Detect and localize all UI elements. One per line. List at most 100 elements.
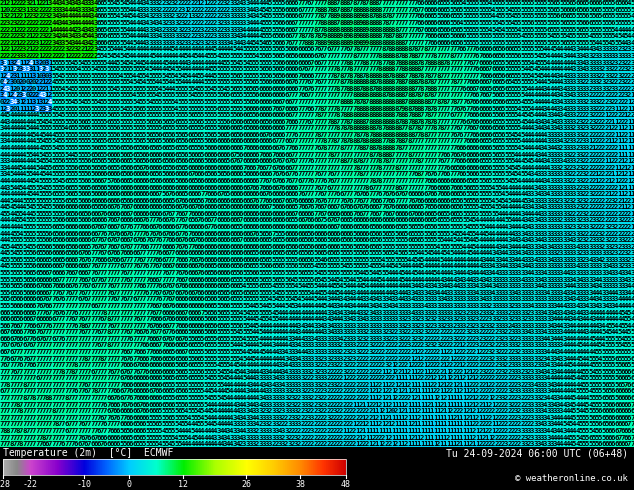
Bar: [184, 244, 188, 250]
Bar: [349, 336, 353, 342]
Text: 5: 5: [258, 47, 262, 52]
Bar: [337, 230, 340, 237]
Text: 7: 7: [51, 303, 56, 309]
Text: 5: 5: [200, 382, 204, 388]
Text: 1: 1: [410, 368, 415, 375]
Text: 5: 5: [572, 0, 576, 6]
Text: 3: 3: [58, 13, 62, 20]
Bar: [240, 217, 243, 223]
Text: 3: 3: [465, 329, 470, 335]
Text: 6: 6: [61, 158, 65, 164]
Bar: [139, 92, 142, 98]
Text: 6: 6: [155, 322, 159, 329]
Text: 6: 6: [245, 257, 250, 263]
Bar: [278, 46, 281, 52]
Text: 2: 2: [501, 349, 505, 355]
Text: 6: 6: [93, 231, 98, 237]
Text: 3: 3: [510, 362, 515, 368]
Text: 1: 1: [481, 415, 486, 421]
Bar: [366, 230, 369, 237]
Text: 5: 5: [229, 73, 233, 79]
Bar: [10, 428, 13, 434]
Bar: [424, 59, 427, 66]
Bar: [36, 283, 39, 290]
Bar: [569, 73, 573, 79]
Text: 4: 4: [155, 26, 159, 33]
Bar: [495, 349, 498, 355]
Text: 4: 4: [138, 20, 143, 26]
Text: 5: 5: [84, 93, 88, 98]
Bar: [394, 20, 398, 26]
Bar: [94, 322, 97, 329]
Bar: [482, 415, 485, 421]
Text: 4: 4: [436, 244, 441, 250]
Text: 4: 4: [219, 435, 224, 441]
Text: 4: 4: [249, 395, 253, 401]
Bar: [133, 244, 136, 250]
Text: 3: 3: [475, 310, 479, 316]
Bar: [20, 368, 23, 375]
Bar: [501, 250, 505, 257]
Text: 3: 3: [155, 20, 159, 26]
Bar: [408, 388, 411, 395]
Text: 5: 5: [627, 356, 631, 362]
Bar: [404, 303, 408, 309]
Text: 5: 5: [74, 79, 78, 85]
Bar: [181, 217, 184, 223]
Text: 6: 6: [161, 264, 165, 270]
Bar: [492, 145, 495, 151]
Text: 2: 2: [407, 356, 411, 362]
Text: 7: 7: [100, 349, 104, 355]
Bar: [320, 329, 323, 336]
Bar: [139, 316, 142, 322]
Text: 2: 2: [517, 343, 521, 348]
Bar: [194, 59, 197, 66]
Bar: [214, 92, 217, 98]
Bar: [84, 244, 87, 250]
Bar: [424, 329, 427, 336]
Text: 6: 6: [148, 204, 153, 210]
Text: 5: 5: [264, 283, 269, 289]
Text: 5: 5: [45, 145, 49, 151]
Bar: [366, 217, 369, 223]
Text: 5: 5: [475, 26, 479, 33]
Bar: [534, 197, 537, 204]
Bar: [547, 86, 550, 92]
Text: 4: 4: [0, 264, 4, 270]
Text: 7: 7: [355, 145, 359, 151]
Bar: [394, 105, 398, 112]
Bar: [614, 138, 618, 145]
Bar: [482, 158, 485, 165]
Bar: [200, 46, 204, 52]
Text: 4: 4: [184, 59, 188, 66]
Text: 3: 3: [517, 303, 521, 309]
Bar: [427, 415, 430, 421]
Bar: [288, 59, 291, 66]
Bar: [133, 395, 136, 401]
Bar: [52, 125, 55, 132]
Bar: [272, 26, 275, 33]
Text: 4: 4: [135, 53, 139, 59]
Text: 3: 3: [145, 26, 150, 33]
Bar: [45, 6, 49, 13]
Text: 6: 6: [310, 53, 314, 59]
Bar: [569, 191, 573, 197]
Bar: [311, 6, 314, 13]
Text: 2: 2: [588, 185, 593, 191]
Text: 7: 7: [387, 178, 392, 184]
Bar: [353, 26, 356, 33]
Text: 7: 7: [336, 185, 340, 191]
Text: 3: 3: [592, 119, 596, 125]
Text: 7: 7: [443, 66, 447, 72]
Bar: [84, 349, 87, 355]
Bar: [589, 184, 592, 191]
Bar: [162, 0, 165, 6]
Text: 4: 4: [281, 316, 285, 322]
Bar: [233, 401, 236, 408]
Bar: [291, 184, 294, 191]
Text: 6: 6: [204, 264, 207, 270]
Text: 3: 3: [556, 105, 560, 112]
Bar: [333, 46, 337, 52]
Bar: [249, 401, 252, 408]
Bar: [621, 165, 624, 171]
